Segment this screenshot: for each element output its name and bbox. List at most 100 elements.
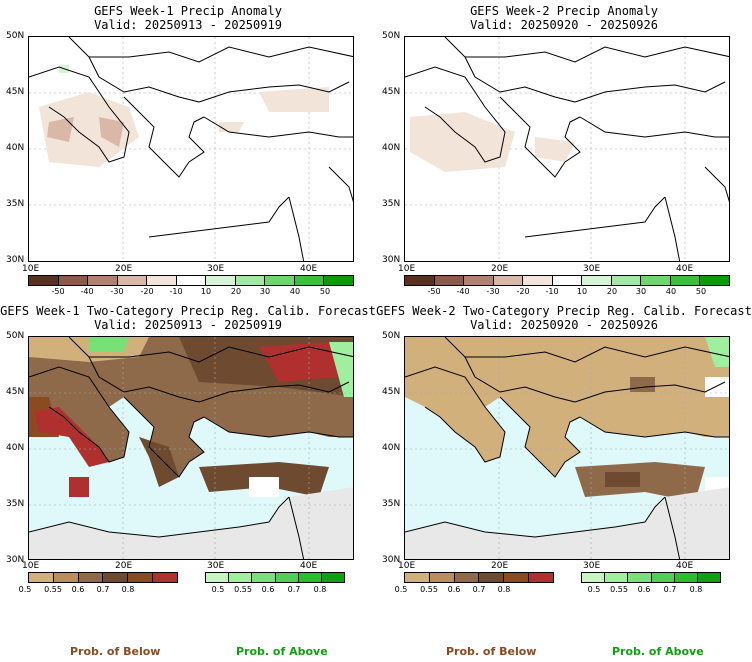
map-week2-probability: [404, 336, 730, 560]
panel-title: GEFS Week-1 Precip Anomaly: [94, 4, 282, 18]
colorbar-label: 0.55: [610, 585, 628, 594]
prob-below-colorbar: [404, 572, 554, 583]
colorbar-label: -20: [516, 287, 530, 296]
lon-label: 20E: [491, 264, 509, 274]
colorbar-label: 10: [200, 287, 212, 296]
colorbar-label: -30: [486, 287, 500, 296]
colorbar-label: 0.8: [313, 585, 327, 594]
panel-title: GEFS Week-2 Two-Category Precip Reg. Cal…: [376, 304, 752, 318]
lon-label: 20E: [115, 561, 133, 571]
lon-label: 10E: [22, 561, 40, 571]
map-week2-anomaly: [404, 36, 730, 262]
anomaly-colorbar: [28, 275, 354, 286]
panel-valid-dates: Valid: 20250913 - 20250919: [94, 318, 282, 332]
colorbar-label: 30: [259, 287, 271, 296]
colorbar-label: 50: [319, 287, 331, 296]
colorbar-label: 40: [289, 287, 301, 296]
lon-label: 10E: [398, 264, 416, 274]
panel-week2-probability: GEFS Week-2 Two-Category Precip Reg. Cal…: [376, 300, 752, 600]
colorbar-label: 0.6: [637, 585, 651, 594]
colorbar-label: 0.7: [663, 585, 677, 594]
lat-label: 35N: [382, 499, 401, 509]
lat-label: 50N: [382, 331, 401, 341]
lat-label: 40N: [382, 143, 401, 153]
colorbar-label: 10: [576, 287, 588, 296]
panel-title: GEFS Week-1 Two-Category Precip Reg. Cal…: [0, 304, 376, 318]
colorbar-label: 0.6: [447, 585, 461, 594]
panel-valid-dates: Valid: 20250920 - 20250926: [470, 318, 658, 332]
legend-prob-below: Prob. of Below: [446, 645, 537, 658]
colorbar-label: -30: [110, 287, 124, 296]
colorbar-label: 0.6: [261, 585, 275, 594]
colorbar-label: -50: [51, 287, 65, 296]
lat-label: 30N: [382, 255, 401, 265]
prob-above-colorbar: [205, 572, 345, 583]
legend-prob-above: Prob. of Above: [236, 645, 328, 658]
lat-label: 30N: [6, 255, 25, 265]
colorbar-label: 0.8: [497, 585, 511, 594]
panel-week2-anomaly: GEFS Week-2 Precip Anomaly Valid: 202509…: [376, 0, 752, 300]
lat-label: 40N: [382, 443, 401, 453]
lat-label: 30N: [6, 555, 25, 565]
colorbar-label: 40: [665, 287, 677, 296]
lat-label: 50N: [382, 31, 401, 41]
colorbar-label: 0.55: [420, 585, 438, 594]
colorbar-label: -40: [80, 287, 94, 296]
colorbar-label: 0.8: [689, 585, 703, 594]
colorbar-label: 0.7: [287, 585, 301, 594]
colorbar-label: 0.55: [234, 585, 252, 594]
map-week1-probability: [28, 336, 354, 560]
lon-label: 30E: [583, 264, 601, 274]
prob-below-colorbar: [28, 572, 178, 583]
lat-label: 30N: [382, 555, 401, 565]
lon-label: 30E: [207, 561, 225, 571]
panel-week1-probability: GEFS Week-1 Two-Category Precip Reg. Cal…: [0, 300, 376, 600]
lon-label: 40E: [300, 561, 318, 571]
lat-label: 35N: [6, 199, 25, 209]
colorbar-label: -40: [456, 287, 470, 296]
lat-label: 45N: [6, 87, 25, 97]
colorbar-label: 0.5: [211, 585, 225, 594]
lon-label: 30E: [583, 561, 601, 571]
lon-label: 20E: [115, 264, 133, 274]
lon-label: 40E: [676, 264, 694, 274]
lon-label: 30E: [207, 264, 225, 274]
lon-label: 40E: [676, 561, 694, 571]
colorbar-label: -20: [140, 287, 154, 296]
lat-label: 45N: [6, 387, 25, 397]
lon-label: 10E: [398, 561, 416, 571]
anomaly-colorbar: [404, 275, 730, 286]
lat-label: 45N: [382, 387, 401, 397]
lat-label: 50N: [6, 31, 25, 41]
lat-label: 50N: [6, 331, 25, 341]
panel-valid-dates: Valid: 20250920 - 20250926: [470, 18, 658, 32]
lon-label: 10E: [22, 264, 40, 274]
panel-title: GEFS Week-2 Precip Anomaly: [470, 4, 658, 18]
colorbar-label: 0.6: [71, 585, 85, 594]
colorbar-label: 50: [695, 287, 707, 296]
lat-label: 40N: [6, 143, 25, 153]
lon-label: 20E: [491, 561, 509, 571]
colorbar-label: 20: [606, 287, 618, 296]
prob-above-colorbar: [581, 572, 721, 583]
colorbar-label: 30: [635, 287, 647, 296]
colorbar-label: 0.7: [96, 585, 110, 594]
colorbar-label: 0.55: [44, 585, 62, 594]
colorbar-label: 20: [230, 287, 242, 296]
colorbar-label: -10: [169, 287, 183, 296]
legend-prob-above: Prob. of Above: [612, 645, 704, 658]
colorbar-label: -10: [545, 287, 559, 296]
legend-prob-below: Prob. of Below: [70, 645, 161, 658]
colorbar-label: 0.5: [587, 585, 601, 594]
lat-label: 35N: [382, 199, 401, 209]
lat-label: 45N: [382, 87, 401, 97]
colorbar-label: 0.5: [394, 585, 408, 594]
colorbar-label: 0.7: [472, 585, 486, 594]
map-week1-anomaly: [28, 36, 354, 262]
lat-label: 40N: [6, 443, 25, 453]
panel-week1-anomaly: GEFS Week-1 Precip Anomaly Valid: 202509…: [0, 0, 376, 300]
lon-label: 40E: [300, 264, 318, 274]
panel-valid-dates: Valid: 20250913 - 20250919: [94, 18, 282, 32]
lat-label: 35N: [6, 499, 25, 509]
colorbar-label: -50: [427, 287, 441, 296]
